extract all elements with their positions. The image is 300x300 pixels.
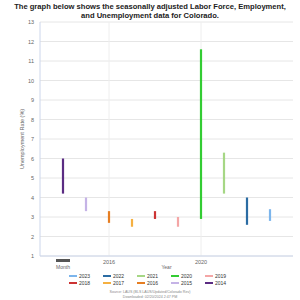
annotation: Month [56, 264, 70, 270]
legend-swatch [137, 282, 145, 284]
y-tick-label: 13 [28, 19, 34, 25]
range-bar [223, 153, 225, 194]
legend-label: 2019 [215, 273, 226, 279]
range-bar [131, 219, 133, 227]
legend-swatch [137, 275, 145, 277]
legend-swatch [103, 275, 111, 277]
y-tick-label: 11 [28, 58, 34, 64]
y-grid-line [40, 197, 293, 198]
y-tick-label: 2 [31, 234, 34, 240]
legend-swatch [205, 282, 213, 284]
y-grid-line [40, 80, 293, 81]
legend-label: 2016 [147, 280, 158, 286]
legend-swatch [69, 282, 77, 284]
chart-canvas: 1234567891011121320162020Unemployment Ra… [0, 0, 300, 300]
y-grid-line [40, 178, 293, 179]
legend-swatch [69, 275, 77, 277]
source-text: Downloaded: 02/20/2024 2:47 PM [123, 295, 177, 299]
legend-label: 2021 [147, 273, 158, 279]
y-grid-line [40, 61, 293, 62]
range-bar [269, 209, 271, 221]
y-tick-label: 3 [31, 214, 34, 220]
y-tick-label: 4 [31, 195, 34, 201]
legend-swatch [171, 275, 179, 277]
y-tick-label: 5 [31, 175, 34, 181]
legend-swatch [171, 282, 179, 284]
navigator-handle [56, 259, 70, 262]
y-tick-label: 12 [28, 39, 34, 45]
y-grid-line [40, 217, 293, 218]
y-tick-label: 10 [28, 78, 34, 84]
legend-label: 2017 [113, 280, 124, 286]
y-tick-label: 8 [31, 117, 34, 123]
legend-swatch [103, 282, 111, 284]
legend-label: 2022 [113, 273, 124, 279]
y-grid-line [40, 100, 293, 101]
range-bar [85, 198, 87, 212]
y-grid-line [40, 158, 293, 159]
range-bar [177, 217, 179, 227]
legend-label: 2023 [79, 273, 90, 279]
legend-label: 2020 [181, 273, 192, 279]
y-grid-line [40, 22, 293, 23]
source-text: Source: LAUS (BLS LAUS/Updated/Colorado … [110, 290, 191, 294]
legend-label: 2018 [79, 280, 90, 286]
y-grid-line [40, 256, 293, 257]
chart-title: The graph below shows the seasonally adj… [8, 2, 292, 20]
y-tick-label: 6 [31, 156, 34, 162]
range-bar [200, 49, 202, 219]
y-axis-label: Unemployment Rate (%) [19, 109, 25, 169]
legend-label: 2014 [215, 280, 226, 286]
legend-label: 2015 [181, 280, 192, 286]
y-grid-line [40, 119, 293, 120]
y-tick-label: 7 [31, 136, 34, 142]
range-bar [62, 159, 64, 194]
x-grid-line [109, 22, 110, 256]
bars [62, 49, 271, 226]
y-axis-line [40, 22, 41, 256]
x-axis-label: Year [161, 264, 171, 270]
x-grid-line [201, 22, 202, 256]
y-grid-line [40, 41, 293, 42]
x-tick-label: 2016 [103, 259, 115, 265]
y-tick-label: 9 [31, 97, 34, 103]
y-grid-line [40, 139, 293, 140]
range-bar [154, 211, 156, 219]
range-bar [108, 211, 110, 223]
x-tick-label: 2020 [195, 259, 207, 265]
y-grid-line [40, 236, 293, 237]
legend-swatch [205, 275, 213, 277]
range-bar [246, 198, 248, 225]
y-tick-label: 1 [31, 253, 34, 259]
x-axis-line [40, 256, 293, 257]
